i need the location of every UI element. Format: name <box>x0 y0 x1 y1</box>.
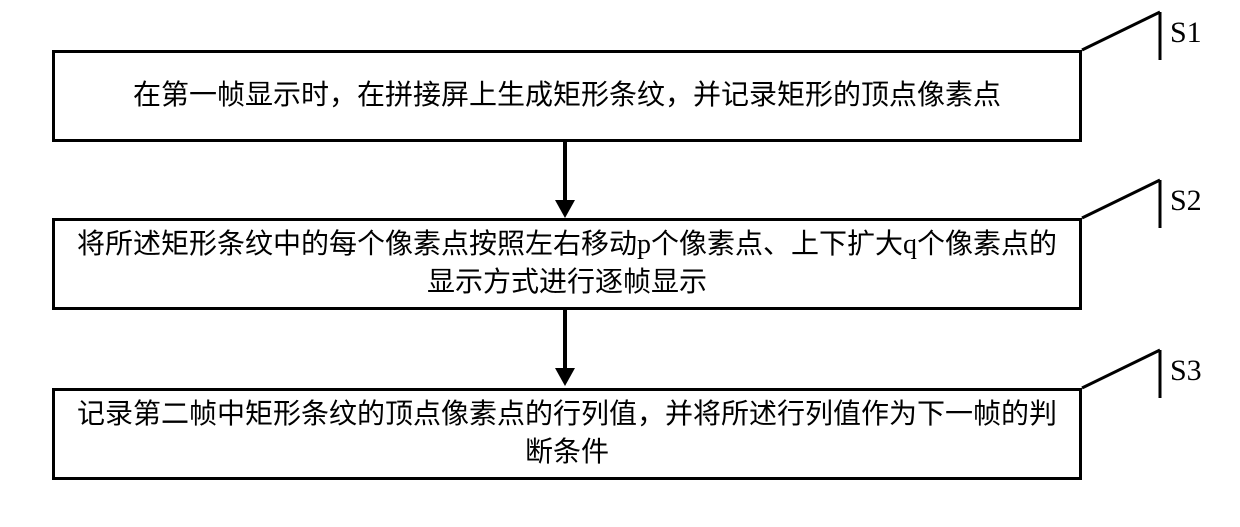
step-text-s1: 在第一帧显示时，在拼接屏上生成矩形条纹，并记录矩形的顶点像素点 <box>133 77 1001 115</box>
step-box-s2: 将所述矩形条纹中的每个像素点按照左右移动p个像素点、上下扩大q个像素点的显示方式… <box>52 218 1082 310</box>
step-box-s1: 在第一帧显示时，在拼接屏上生成矩形条纹，并记录矩形的顶点像素点 <box>52 50 1082 142</box>
arrow-s1-s2-line <box>563 142 567 202</box>
step-label-s1: S1 <box>1170 16 1202 50</box>
flowchart-canvas: 在第一帧显示时，在拼接屏上生成矩形条纹，并记录矩形的顶点像素点 将所述矩形条纹中… <box>0 0 1240 527</box>
step-text-s2: 将所述矩形条纹中的每个像素点按照左右移动p个像素点、上下扩大q个像素点的显示方式… <box>69 226 1065 302</box>
arrow-s2-s3-line <box>563 310 567 370</box>
arrow-s1-s2-head <box>555 200 575 218</box>
step-text-s3: 记录第二帧中矩形条纹的顶点像素点的行列值，并将所述行列值作为下一帧的判断条件 <box>69 396 1065 472</box>
step-label-s2: S2 <box>1170 184 1202 218</box>
step-label-s3: S3 <box>1170 354 1202 388</box>
step-box-s3: 记录第二帧中矩形条纹的顶点像素点的行列值，并将所述行列值作为下一帧的判断条件 <box>52 388 1082 480</box>
arrow-s2-s3-head <box>555 368 575 386</box>
